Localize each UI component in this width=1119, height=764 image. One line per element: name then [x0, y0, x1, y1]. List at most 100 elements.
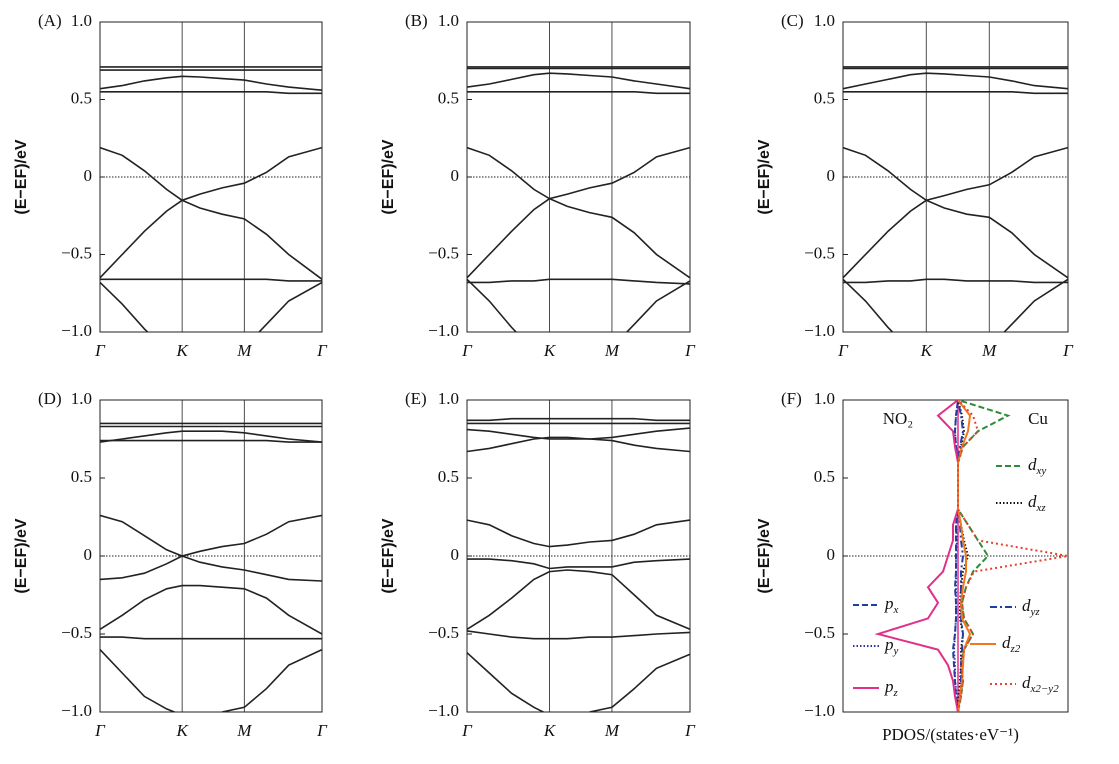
annotation: Cu: [1028, 409, 1048, 428]
panel: (E) (E−EF)/eV −1.0 −0.5 0 0.5 1.0 Γ K M Γ: [380, 389, 696, 740]
y-tick-label: 0: [827, 166, 836, 185]
band-line: [843, 278, 1068, 284]
band-line: [467, 197, 690, 279]
legend-label: dyz: [1022, 596, 1040, 618]
legend-label: dxz: [1028, 492, 1046, 514]
band-line: [467, 519, 690, 548]
band-line: [100, 439, 322, 443]
x-tick-label: K: [543, 341, 557, 360]
y-axis-label: (E−EF)/eV: [380, 139, 397, 214]
y-tick-label: −1.0: [804, 321, 835, 340]
y-tick-label: 0.5: [438, 467, 459, 486]
band-line: [467, 417, 690, 422]
x-tick-label: Γ: [837, 341, 849, 360]
y-tick-label: 0.5: [71, 467, 92, 486]
legend-label: py: [884, 635, 899, 657]
band-line: [100, 430, 322, 443]
x-tick-label: Γ: [316, 341, 328, 360]
pdos-line: [957, 400, 972, 712]
y-tick-label: −1.0: [428, 701, 459, 720]
x-tick-label: K: [543, 721, 557, 740]
band-line: [100, 91, 322, 95]
panel-label: (F): [781, 389, 802, 408]
y-tick-label: 0: [84, 166, 93, 185]
band-line: [100, 555, 322, 582]
pdos-line: [957, 400, 965, 712]
y-tick-label: 1.0: [438, 11, 459, 30]
y-axis-label: (E−EF)/eV: [13, 518, 30, 593]
band-line: [100, 281, 322, 332]
band-line: [467, 569, 690, 631]
x-tick-label: K: [175, 721, 189, 740]
annotation: NO₂: [883, 409, 913, 428]
x-tick-label: K: [920, 341, 934, 360]
y-tick-label: 0.5: [438, 88, 459, 107]
y-tick-label: −1.0: [61, 321, 92, 340]
band-line: [100, 146, 322, 202]
legend-label: px: [884, 594, 899, 616]
x-tick-label: Γ: [94, 721, 106, 740]
panel: (F) (E−EF)/eV −1.0 −0.5 0 0.5 1.0 PDOS/(states·…: [756, 389, 1069, 744]
x-tick-label: Γ: [684, 721, 696, 740]
band-line: [467, 146, 690, 200]
x-tick-label: Γ: [316, 721, 328, 740]
pdos-line: [957, 400, 1068, 712]
y-tick-label: −0.5: [428, 623, 459, 642]
y-tick-label: 0: [84, 545, 93, 564]
y-tick-label: 1.0: [71, 11, 92, 30]
x-axis-label: PDOS/(states·eV⁻¹): [882, 725, 1019, 744]
band-line: [100, 648, 322, 712]
legend-label: dx2−y2: [1022, 673, 1059, 695]
y-tick-label: 1.0: [814, 389, 835, 408]
band-line: [467, 91, 690, 95]
pdos-line: [951, 400, 959, 712]
y-tick-label: −0.5: [804, 243, 835, 262]
y-axis-label: (E−EF)/eV: [756, 518, 773, 593]
band-line: [467, 630, 690, 640]
band-line: [100, 75, 322, 91]
band-line: [100, 278, 322, 282]
legend-label: pz: [884, 677, 899, 699]
y-tick-label: −0.5: [428, 243, 459, 262]
band-line: [467, 278, 690, 332]
y-tick-label: 1.0: [71, 389, 92, 408]
y-tick-label: −0.5: [61, 243, 92, 262]
band-line: [843, 146, 1068, 202]
x-tick-label: K: [175, 341, 189, 360]
panel-label: (C): [781, 11, 804, 30]
y-tick-label: 0: [451, 166, 460, 185]
band-line: [467, 427, 690, 440]
band-line: [843, 278, 1068, 332]
y-tick-label: 0: [451, 545, 460, 564]
band-line: [100, 636, 322, 640]
panel-label: (E): [405, 389, 427, 408]
y-tick-label: 0.5: [814, 467, 835, 486]
y-axis-label: (E−EF)/eV: [756, 139, 773, 214]
pdos-line: [874, 400, 959, 712]
panel-label: (A): [38, 11, 62, 30]
y-tick-label: −1.0: [61, 701, 92, 720]
band-line: [467, 436, 690, 453]
band-line: [467, 278, 690, 285]
band-line: [100, 584, 322, 635]
panel: (D) (E−EF)/eV −1.0 −0.5 0 0.5 1.0 Γ K M Γ: [13, 389, 328, 740]
x-tick-label: Γ: [1062, 341, 1074, 360]
panel: (C) (E−EF)/eV −1.0 −0.5 0 0.5 1.0 Γ K M Γ: [756, 11, 1074, 360]
band-line: [100, 199, 322, 280]
band-line: [843, 72, 1068, 90]
panel-label: (D): [38, 389, 62, 408]
x-tick-label: Γ: [461, 721, 473, 740]
x-tick-label: M: [236, 341, 252, 360]
legend-label: dz2: [1002, 633, 1021, 655]
x-tick-label: M: [236, 721, 252, 740]
band-line: [100, 514, 322, 557]
x-tick-label: M: [604, 721, 620, 740]
panel: (B) (E−EF)/eV −1.0 −0.5 0 0.5 1.0 Γ K M Γ: [380, 11, 696, 360]
y-tick-label: 0.5: [71, 88, 92, 107]
y-axis-label: (E−EF)/eV: [13, 139, 30, 214]
band-line: [467, 558, 690, 570]
y-tick-label: −0.5: [804, 623, 835, 642]
x-tick-label: M: [981, 341, 997, 360]
y-tick-label: 1.0: [814, 11, 835, 30]
